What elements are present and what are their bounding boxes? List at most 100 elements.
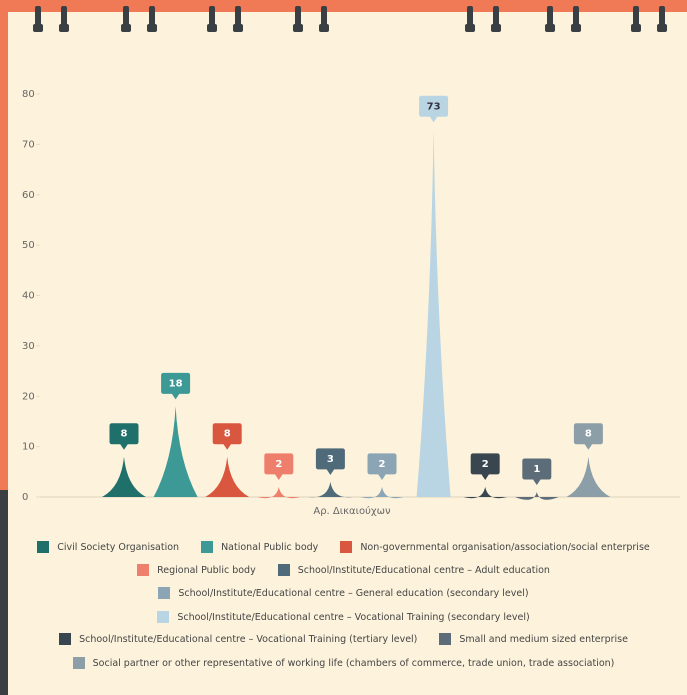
y-tick-label: 40 [22, 291, 35, 302]
value-label: 2 [482, 459, 489, 470]
clip-base [147, 24, 157, 32]
value-bubble [521, 457, 553, 487]
legend-label: National Public body [221, 541, 319, 553]
clip-base [121, 24, 131, 32]
legend-item: Non-governmental organisation/associatio… [340, 541, 650, 553]
binder-clips [33, 6, 667, 32]
clip [467, 6, 473, 28]
legend-swatch [37, 541, 50, 553]
y-tick-label: 50 [22, 240, 35, 251]
legend-label: Small and medium sized enterprise [459, 633, 628, 645]
legend-swatch [137, 564, 150, 576]
spike [256, 486, 301, 499]
y-tick-label: 0 [22, 492, 28, 503]
clip-base [319, 24, 329, 32]
clip [493, 6, 499, 28]
legend-item: School/Institute/Educational centre – Ge… [158, 587, 529, 599]
legend-swatch [439, 633, 452, 645]
spike [463, 486, 508, 499]
legend-label: School/Institute/Educational centre – Ge… [178, 587, 529, 599]
legend-label: Civil Society Organisation [57, 541, 180, 553]
value-bubble [160, 371, 192, 402]
legend-swatch [59, 633, 72, 645]
value-bubble [572, 422, 604, 452]
value-label: 73 [427, 101, 441, 112]
clip-base [491, 24, 501, 32]
value-bubble [418, 94, 450, 125]
spike [205, 456, 250, 497]
y-tick-label: 10 [22, 442, 35, 453]
value-label: 8 [121, 429, 128, 440]
legend-row: School/Institute/Educational centre – Vo… [0, 611, 687, 623]
y-tick-label: 30 [22, 341, 35, 352]
spike [102, 456, 146, 497]
left-stripe-dark [0, 490, 8, 695]
clip-base [33, 24, 43, 32]
spike [308, 481, 353, 498]
clip [235, 6, 241, 28]
legend-label: School/Institute/Educational centre – Vo… [79, 633, 418, 645]
legend-row: School/Institute/Educational centre – Ge… [0, 587, 687, 599]
clip [209, 6, 215, 28]
value-bubble [263, 452, 295, 482]
clip [123, 6, 129, 28]
value-label: 3 [327, 454, 334, 465]
clip [547, 6, 553, 28]
value-bubble [366, 452, 398, 482]
legend-label: School/Institute/Educational centre – Ad… [297, 564, 550, 576]
legend-item: Social partner or other representative o… [72, 657, 615, 669]
legend-label: School/Institute/Educational centre – Vo… [177, 611, 530, 623]
legend-item: School/Institute/Educational centre – Vo… [157, 611, 530, 623]
legend-item: School/Institute/Educational centre – Ad… [277, 564, 550, 576]
value-label: 18 [169, 378, 183, 389]
value-bubble [108, 422, 140, 452]
value-bubble [314, 447, 346, 477]
x-category-label: Αρ. Δικαιούχων [313, 505, 391, 517]
clip-base [657, 24, 667, 32]
value-label: 1 [533, 464, 540, 475]
legend-row: Civil Society Organisation National Publi… [0, 541, 687, 553]
clip [633, 6, 639, 28]
value-label: 2 [275, 459, 282, 470]
clip [659, 6, 665, 28]
y-tick-label: 70 [22, 139, 35, 150]
legend-row: Regional Public body School/Institute/Edu… [0, 564, 687, 576]
legend-swatch [340, 541, 353, 553]
clip [149, 6, 155, 28]
spike [514, 491, 559, 500]
legend-swatch [277, 564, 290, 576]
legend-item: School/Institute/Educational centre – Vo… [59, 633, 417, 645]
legend-item: National Public body [201, 541, 318, 553]
spike [360, 486, 404, 499]
top-bar [0, 0, 687, 12]
clip [573, 6, 579, 28]
legend-item: Regional Public body [137, 564, 256, 576]
value-label: 8 [585, 429, 592, 440]
clip [321, 6, 327, 28]
y-tick-label: 20 [22, 391, 35, 402]
clip-base [233, 24, 243, 32]
value-label: 8 [224, 429, 231, 440]
value-bubble [469, 452, 501, 482]
legend-swatch [157, 611, 170, 623]
legend-item: Small and medium sized enterprise [439, 633, 628, 645]
clip [61, 6, 67, 28]
y-tick-label: 60 [22, 190, 35, 201]
legend-row: School/Institute/Educational centre – Vo… [0, 633, 687, 645]
legend-label: Non-governmental organisation/associatio… [360, 541, 650, 553]
legend-swatch [158, 587, 171, 599]
legend-swatch [201, 541, 214, 553]
clip [35, 6, 41, 28]
clip-base [59, 24, 69, 32]
legend-label: Social partner or other representative o… [92, 657, 615, 669]
left-stripe [0, 0, 8, 490]
spike [566, 456, 611, 497]
legend-row: Social partner or other representative o… [0, 657, 687, 669]
clip-base [293, 24, 303, 32]
value-bubble [211, 422, 243, 452]
legend-swatch [72, 657, 85, 669]
legend-item: Civil Society Organisation [37, 541, 179, 553]
y-tick-label: 80 [22, 89, 35, 100]
